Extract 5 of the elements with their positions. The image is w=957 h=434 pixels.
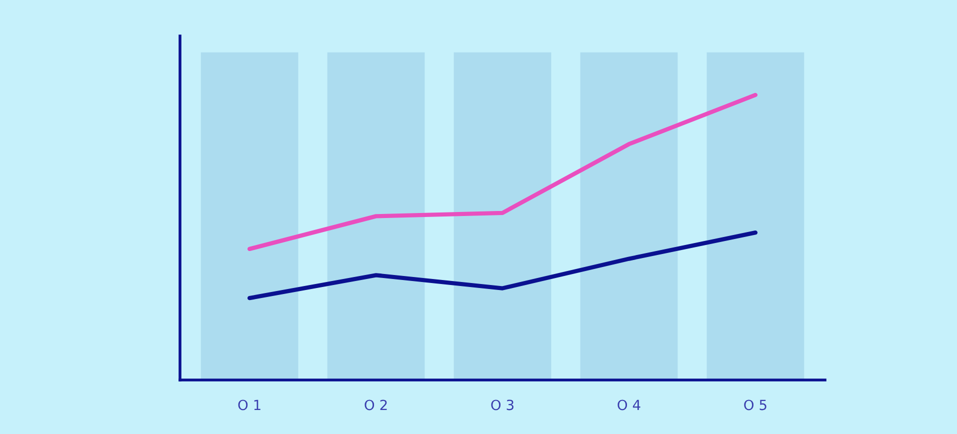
x-tick-label: O 4 bbox=[618, 400, 640, 410]
x-tick-label: O 2 bbox=[364, 400, 387, 410]
x-tick-label: O 3 bbox=[491, 400, 514, 410]
x-tick-label: O 5 bbox=[744, 400, 766, 410]
x-tick-label: O 1 bbox=[238, 400, 260, 410]
